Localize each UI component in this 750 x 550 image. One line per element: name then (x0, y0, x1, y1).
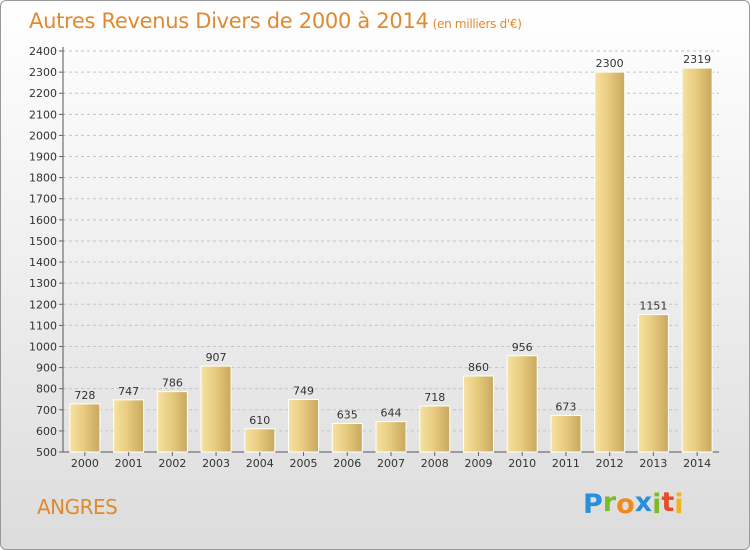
data-label: 644 (381, 407, 402, 420)
y-tick-label: 2400 (29, 45, 57, 58)
x-tick-label: 2001 (115, 457, 143, 470)
data-label: 2300 (596, 57, 624, 70)
x-tick-label: 2010 (508, 457, 536, 470)
bar (156, 391, 188, 453)
y-tick-label: 1700 (29, 193, 57, 206)
data-label: 610 (249, 414, 270, 427)
x-tick-label: 2012 (596, 457, 624, 470)
y-tick-label: 1100 (29, 319, 57, 332)
x-tick-label: 2009 (464, 457, 492, 470)
y-tick-label: 1300 (29, 277, 57, 290)
data-label: 718 (424, 391, 445, 404)
bar (200, 365, 232, 453)
bar (594, 71, 626, 453)
x-tick-label: 2004 (246, 457, 274, 470)
y-tick-label: 1000 (29, 340, 57, 353)
x-tick-label: 2011 (552, 457, 580, 470)
logo-letter: x (634, 487, 653, 518)
y-tick-label: 1900 (29, 151, 57, 164)
data-label: 635 (337, 409, 358, 422)
x-tick-label: 2002 (158, 457, 186, 470)
data-label: 673 (555, 400, 576, 413)
x-tick-label: 2000 (71, 457, 99, 470)
bar (244, 428, 276, 453)
data-label: 860 (468, 361, 489, 374)
bar (113, 399, 145, 453)
y-tick-label: 2300 (29, 66, 57, 79)
logo-letter: r (602, 487, 617, 518)
bar (506, 355, 538, 453)
data-label: 2319 (683, 53, 711, 66)
data-label: 956 (512, 341, 533, 354)
x-tick-label: 2008 (421, 457, 449, 470)
y-tick-label: 1500 (29, 235, 57, 248)
logo-letter: P (583, 489, 603, 520)
data-label: 907 (206, 351, 227, 364)
x-tick-label: 2003 (202, 457, 230, 470)
data-label: 747 (118, 385, 139, 398)
x-tick-label: 2006 (333, 457, 361, 470)
y-tick-label: 2200 (29, 87, 57, 100)
y-tick-label: 1600 (29, 214, 57, 227)
chart-subtitle: (en milliers d'€) (432, 17, 522, 31)
logo-letter: i (674, 489, 684, 520)
x-tick-label: 2014 (683, 457, 711, 470)
y-tick-label: 2000 (29, 129, 57, 142)
place-name: ANGRES (37, 495, 118, 519)
bar (550, 414, 582, 453)
x-tick-label: 2013 (639, 457, 667, 470)
y-tick-label: 2100 (29, 108, 57, 121)
bar (637, 314, 669, 453)
bar (288, 398, 320, 453)
logo-letter: o (616, 489, 635, 520)
y-tick-label: 800 (36, 383, 57, 396)
bar (419, 405, 451, 453)
logo-letter: t (661, 487, 675, 518)
data-label: 786 (162, 377, 183, 390)
x-tick-label: 2005 (290, 457, 318, 470)
data-label: 728 (74, 389, 95, 402)
chart-title: Autres Revenus Divers de 2000 à 2014 (en … (29, 9, 522, 33)
chart-title-text: Autres Revenus Divers de 2000 à 2014 (29, 9, 429, 33)
bar (462, 375, 494, 453)
bars (69, 67, 713, 453)
data-labels: 728 747 786 907 610 749 635 644 718 860 956 673 2300… (74, 53, 711, 427)
bar (69, 403, 101, 453)
y-tick-label: 700 (36, 404, 57, 417)
x-tick-labels: 2000 2001 2002 2003 2004 2005 2006 2007 2008 2009… (71, 452, 711, 470)
y-tick-label: 600 (36, 425, 57, 438)
y-tick-label: 1200 (29, 298, 57, 311)
bar (681, 67, 713, 453)
data-label: 749 (293, 384, 314, 397)
data-label: 1151 (639, 300, 667, 313)
logo-letter: i (652, 489, 662, 520)
y-tick-labels: 500 600 700 800 900 1000 1100 1200 1300 1400 1500 1… (29, 45, 57, 459)
proxiti-logo: Proxiti (583, 487, 684, 520)
y-tick-label: 1800 (29, 172, 57, 185)
y-tick-label: 500 (36, 446, 57, 459)
bar (331, 423, 363, 453)
bar (375, 421, 407, 453)
x-tick-label: 2007 (377, 457, 405, 470)
y-tick-label: 1400 (29, 256, 57, 269)
y-tick-label: 900 (36, 362, 57, 375)
